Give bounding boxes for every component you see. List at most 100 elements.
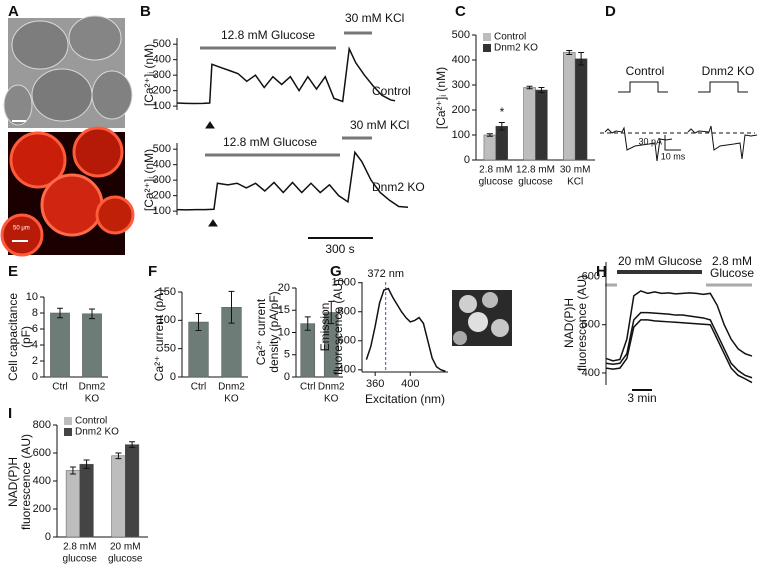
y-tick-label: 300 bbox=[452, 79, 470, 91]
y-tick-label: 50 bbox=[164, 343, 176, 355]
annotation: 30 mM KCl bbox=[345, 11, 404, 25]
y-axis-label: [Ca²⁺]ᵢ (nM) bbox=[434, 67, 448, 129]
error-bar bbox=[486, 133, 493, 137]
bar bbox=[300, 323, 316, 378]
bar bbox=[50, 312, 70, 378]
x-tick-label: Dnm2 bbox=[318, 382, 345, 393]
y-tick-label: 800 bbox=[338, 306, 356, 318]
y-axis-label: Ca²⁺ current bbox=[254, 298, 268, 365]
y-axis-label: fluorescence (AU) bbox=[331, 279, 345, 375]
x-tick-label: KO bbox=[224, 394, 239, 405]
legend-label: Control bbox=[494, 32, 526, 43]
panel-label: H bbox=[596, 263, 607, 280]
y-tick-label: 10 bbox=[26, 291, 38, 303]
error-bar bbox=[566, 50, 573, 55]
y-tick-label: 100 bbox=[158, 314, 176, 326]
y-tick-label: 600 bbox=[582, 270, 600, 282]
x-tick-label: 2.8 mM bbox=[479, 165, 512, 176]
bar bbox=[483, 134, 497, 161]
panel-label: C bbox=[455, 3, 466, 20]
x-tick-label: 30 mM bbox=[560, 165, 591, 176]
annotation: 12.8 mM Glucose bbox=[223, 135, 317, 149]
nadph-image bbox=[452, 290, 512, 346]
y-tick-label: 0 bbox=[45, 531, 51, 543]
annotation: 300 s bbox=[325, 242, 354, 256]
y-axis-label: [Ca²⁺]ᵢ (nM) bbox=[142, 149, 156, 211]
scale-label: 30 pA bbox=[638, 136, 662, 146]
bar bbox=[523, 87, 536, 161]
y-tick-label: 400 bbox=[153, 159, 171, 171]
panel-label: F bbox=[148, 263, 157, 280]
y-tick-label: 300 bbox=[153, 69, 171, 81]
x-tick-label: Dnm2 bbox=[218, 382, 245, 393]
y-tick-label: 400 bbox=[452, 54, 470, 66]
legend-label: Dnm2 KO bbox=[75, 427, 119, 438]
y-tick-label: 100 bbox=[452, 129, 470, 141]
y-tick-label: 400 bbox=[338, 364, 356, 376]
y-axis-label: density (pA/pF) bbox=[267, 291, 281, 372]
error-bar bbox=[83, 459, 90, 469]
error-bar bbox=[228, 290, 235, 324]
panel-label: I bbox=[8, 405, 12, 422]
panel-label: A bbox=[8, 3, 19, 20]
x-tick-label: Dnm2 bbox=[79, 382, 106, 393]
error-bar bbox=[304, 316, 311, 331]
y-tick-label: 100 bbox=[153, 100, 171, 112]
y-tick-label: 20 bbox=[278, 282, 290, 294]
y-tick-label: 5 bbox=[284, 349, 290, 361]
panel-label: D bbox=[605, 3, 616, 20]
y-tick-label: 200 bbox=[33, 503, 51, 515]
error-bar bbox=[328, 300, 335, 325]
marker-label: 372 nm bbox=[367, 268, 404, 280]
y-axis-label: (pF) bbox=[19, 326, 33, 348]
y-tick-label: 100 bbox=[153, 205, 171, 217]
y-tick-label: 0 bbox=[170, 371, 176, 383]
bar bbox=[111, 455, 126, 538]
x-axis-label: Excitation (nm) bbox=[365, 392, 445, 406]
error-bar bbox=[129, 441, 136, 448]
y-tick-label: 400 bbox=[33, 475, 51, 487]
x-tick-label: 12.8 mM bbox=[516, 165, 555, 176]
y-tick-label: 10 bbox=[278, 326, 290, 338]
brightfield-image bbox=[3, 15, 133, 128]
trace bbox=[605, 319, 753, 384]
x-tick-label: 2.8 mM bbox=[63, 542, 96, 553]
y-tick-label: 500 bbox=[452, 29, 470, 41]
x-tick-label: KO bbox=[85, 394, 100, 405]
y-tick-label: 400 bbox=[153, 54, 171, 66]
y-tick-label: 400 bbox=[582, 367, 600, 379]
error-bar bbox=[89, 308, 95, 320]
y-axis-label: Ca²⁺ current (pA) bbox=[152, 289, 166, 381]
y-tick-label: 1000 bbox=[332, 277, 356, 289]
bar bbox=[563, 52, 576, 161]
stimulus-bars bbox=[605, 270, 752, 391]
y-axis-label: fluorescence (AU) bbox=[575, 275, 589, 371]
error-bar bbox=[538, 87, 545, 93]
x-tick-label: 20 mM bbox=[110, 542, 141, 553]
panel-label: E bbox=[8, 263, 18, 280]
y-tick-label: 200 bbox=[153, 190, 171, 202]
trace bbox=[176, 46, 396, 105]
annotation: 2.8 mM bbox=[712, 254, 752, 268]
panel-label: G bbox=[330, 263, 342, 280]
annotation: 3 min bbox=[627, 391, 656, 405]
annotation: 20 mM Glucose bbox=[618, 254, 702, 268]
bar bbox=[79, 463, 94, 538]
legend-swatch bbox=[64, 428, 72, 436]
trace-label: Control bbox=[626, 64, 665, 78]
scale-label: 10 ms bbox=[661, 151, 686, 161]
annotation: * bbox=[500, 105, 505, 119]
bar bbox=[535, 89, 548, 161]
error-bar bbox=[195, 313, 202, 332]
error-bar bbox=[578, 52, 585, 66]
error-bar bbox=[526, 85, 533, 90]
y-tick-label: 500 bbox=[153, 143, 171, 155]
x-tick-label: glucose bbox=[479, 177, 514, 188]
annotation: Glucose bbox=[710, 266, 754, 280]
y-axis-label: NAD(P)H bbox=[6, 457, 20, 507]
y-tick-label: 500 bbox=[153, 38, 171, 50]
legend-swatch bbox=[483, 33, 491, 41]
y-tick-label: 2 bbox=[32, 355, 38, 367]
trace bbox=[605, 290, 753, 362]
x-tick-label: glucose bbox=[108, 554, 143, 565]
